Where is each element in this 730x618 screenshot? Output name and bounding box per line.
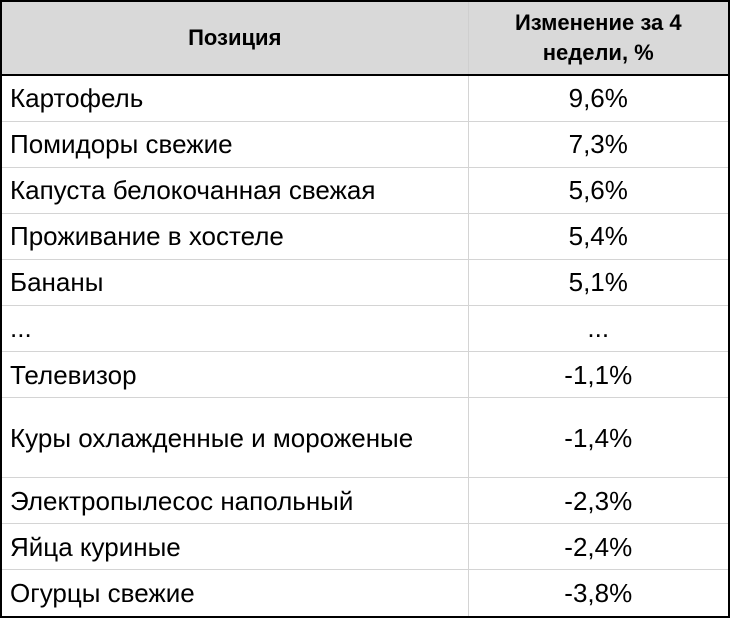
table-row: Яйца куриные -2,4%: [2, 523, 728, 570]
table-row: Картофель 9,6%: [2, 75, 728, 122]
row-change-value: -2,3%: [468, 477, 728, 524]
column-header-position: Позиция: [2, 2, 469, 76]
table-header: Позиция Изменение за 4 недели, %: [2, 2, 728, 76]
table-row: Куры охлажденные и мороженые -1,4%: [2, 397, 728, 478]
header-row: Позиция Изменение за 4 недели, %: [2, 2, 728, 76]
row-position-name: Проживание в хостеле: [2, 212, 469, 260]
table-row: Огурцы свежие -3,8%: [2, 569, 728, 616]
row-position-name: Куры охлажденные и мороженые: [2, 397, 469, 478]
row-change-value: 5,1%: [468, 258, 728, 306]
row-position-name: Помидоры свежие: [2, 120, 469, 168]
table-row: Телевизор -1,1%: [2, 350, 728, 398]
row-change-value: -3,8%: [468, 569, 728, 616]
row-position-name: Электропылесос напольный: [2, 477, 469, 524]
row-change-value: 5,4%: [468, 212, 728, 260]
row-change-value: -1,4%: [468, 397, 728, 478]
row-position-name: Картофель: [2, 75, 469, 122]
row-position-name: ...: [2, 304, 469, 352]
row-position-name: Телевизор: [2, 350, 469, 398]
row-position-name: Капуста белокочанная свежая: [2, 166, 469, 214]
table-row: Капуста белокочанная свежая 5,6%: [2, 166, 728, 214]
row-position-name: Огурцы свежие: [2, 569, 469, 616]
row-position-name: Бананы: [2, 258, 469, 306]
table-body: Картофель 9,6% Помидоры свежие 7,3% Капу…: [2, 75, 728, 616]
table-row: Электропылесос напольный -2,3%: [2, 477, 728, 524]
row-change-value: -1,1%: [468, 350, 728, 398]
row-position-name: Яйца куриные: [2, 523, 469, 570]
table-row: Помидоры свежие 7,3%: [2, 120, 728, 168]
row-change-value: 9,6%: [568, 83, 628, 114]
table-row: Проживание в хостеле 5,4%: [2, 212, 728, 260]
row-change-value: 5,6%: [468, 166, 728, 214]
column-header-change: Изменение за 4 недели, %: [468, 2, 728, 76]
row-change-value: -2,4%: [468, 523, 728, 570]
row-change-value: ...: [468, 304, 728, 352]
table-row: Бананы 5,1%: [2, 258, 728, 306]
table-row-ellipsis: ... ...: [2, 304, 728, 352]
row-change-value: 7,3%: [468, 120, 728, 168]
